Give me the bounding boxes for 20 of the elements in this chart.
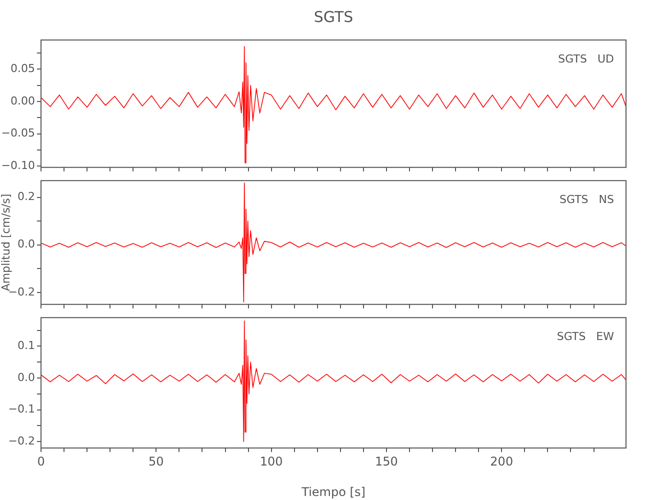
- x-tick-label: 100: [260, 454, 283, 468]
- x-tick-label: 0: [37, 454, 45, 468]
- x-tick-label: 50: [148, 454, 164, 468]
- y-tick-label: 0.00: [10, 94, 35, 108]
- x-tick-label: 150: [375, 454, 398, 468]
- annotation: SGTS UD: [558, 52, 614, 66]
- annotation: SGTS NS: [559, 192, 614, 206]
- chart-title: SGTS: [312, 8, 354, 26]
- y-tick-label: −0.05: [1, 126, 35, 140]
- x-axis-title: Tiempo [s]: [300, 484, 366, 499]
- y-tick-label: 0.0: [18, 238, 35, 251]
- y-tick-label: −0.1: [8, 402, 35, 416]
- x-tick-label: 200: [490, 454, 514, 468]
- y-tick-label: 0.1: [18, 339, 35, 352]
- y-tick-label: 0.0: [18, 370, 35, 384]
- y-tick-label: 0.2: [18, 190, 35, 204]
- y-tick-label: 0.05: [10, 62, 35, 75]
- annotation: SGTS EW: [556, 330, 614, 343]
- y-tick-label: −0.2: [8, 434, 35, 448]
- y-tick-label: −0.10: [1, 158, 35, 172]
